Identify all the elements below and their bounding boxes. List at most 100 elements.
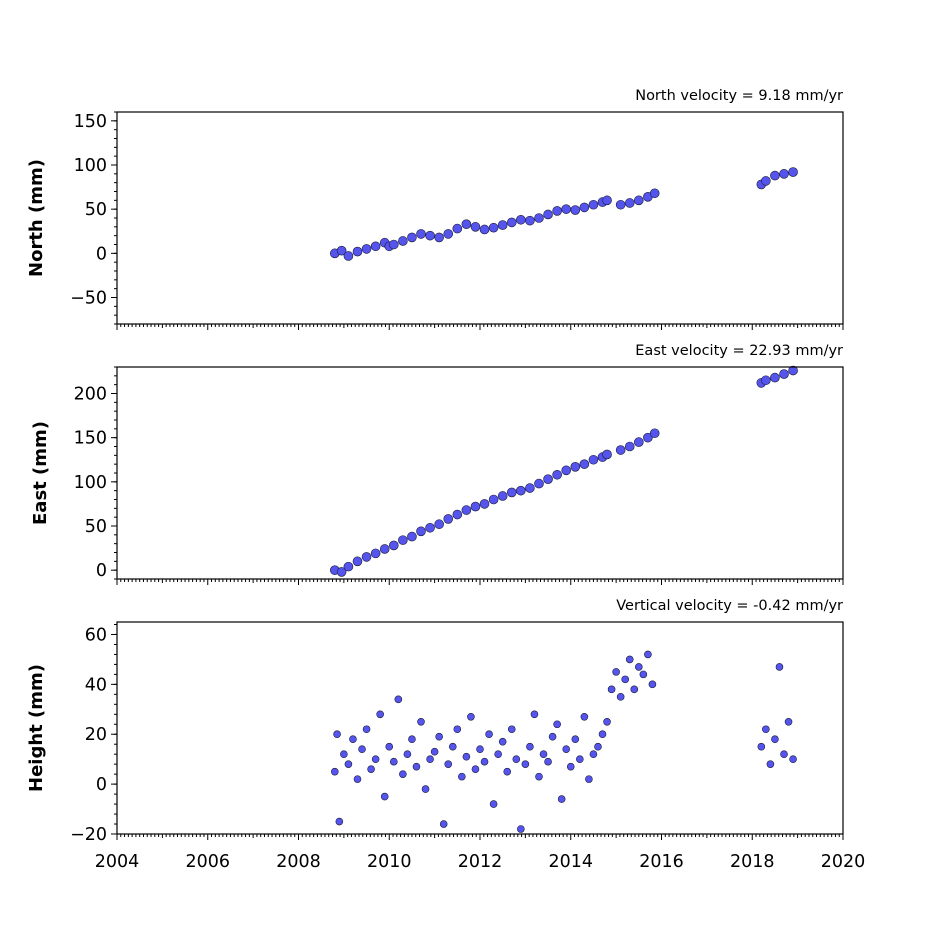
height-data-point bbox=[412, 762, 421, 771]
east-plot-frame bbox=[116, 366, 844, 580]
height-data-point bbox=[385, 742, 394, 751]
east-data-point bbox=[370, 548, 381, 559]
east-y-tick-label: 0 bbox=[96, 561, 107, 581]
north-data-point bbox=[361, 244, 372, 254]
height-data-point bbox=[566, 762, 575, 771]
height-data-point bbox=[335, 817, 344, 826]
north-data-points bbox=[329, 167, 798, 261]
north-data-point bbox=[579, 202, 590, 213]
height-data-point bbox=[485, 730, 493, 739]
height-x-tick-label: 2012 bbox=[458, 852, 503, 872]
height-y-tick-label: −20 bbox=[70, 825, 107, 845]
north-data-point bbox=[634, 195, 644, 206]
height-data-point bbox=[630, 685, 639, 694]
east-y-axis-label: East (mm) bbox=[30, 421, 51, 525]
height-data-point bbox=[408, 735, 416, 744]
height-data-point bbox=[589, 750, 598, 758]
east-panel: East velocity = 22.93 mm/yr East (mm) 0 5… bbox=[30, 343, 844, 585]
height-data-point bbox=[603, 717, 611, 726]
height-data-point bbox=[435, 732, 443, 741]
east-y-tick-label: 200 bbox=[74, 385, 107, 405]
east-data-point bbox=[434, 519, 444, 530]
north-data-point bbox=[352, 246, 363, 257]
north-data-point bbox=[570, 205, 581, 215]
height-x-tick-label: 2020 bbox=[821, 852, 866, 872]
east-data-point bbox=[634, 437, 644, 447]
north-data-point bbox=[470, 222, 481, 232]
height-x-tick-label: 2004 bbox=[95, 852, 140, 872]
east-data-points bbox=[329, 365, 798, 577]
east-data-point bbox=[425, 522, 435, 533]
height-y-tick-label: 20 bbox=[85, 725, 107, 745]
height-data-point bbox=[580, 712, 589, 721]
height-data-point bbox=[371, 755, 380, 763]
height-data-point bbox=[757, 742, 766, 751]
north-y-tick-label: −50 bbox=[70, 289, 107, 309]
east-panel-title: East velocity = 22.93 mm/yr bbox=[635, 343, 843, 359]
north-y-axis-label: North (mm) bbox=[26, 159, 47, 277]
north-data-point bbox=[461, 219, 472, 229]
north-data-point bbox=[416, 229, 426, 239]
height-data-point bbox=[780, 750, 788, 758]
height-data-point bbox=[367, 765, 375, 773]
north-data-point bbox=[370, 241, 381, 252]
north-y-tick-label: 150 bbox=[74, 112, 107, 132]
east-data-point bbox=[561, 465, 572, 476]
height-data-point bbox=[426, 755, 434, 763]
height-data-point bbox=[340, 750, 348, 758]
height-data-point bbox=[784, 717, 793, 726]
height-data-point bbox=[458, 772, 466, 781]
north-data-point bbox=[534, 213, 544, 223]
height-data-point bbox=[330, 767, 339, 776]
height-data-point bbox=[462, 752, 471, 761]
north-data-point bbox=[561, 204, 572, 214]
height-data-point bbox=[489, 800, 498, 808]
height-data-point bbox=[639, 670, 648, 679]
height-panel-title: Vertical velocity = -0.42 mm/yr bbox=[616, 598, 843, 614]
east-data-point bbox=[388, 540, 399, 551]
east-data-point bbox=[336, 567, 347, 577]
east-data-point bbox=[379, 544, 390, 554]
height-x-tick-label: 2014 bbox=[548, 852, 593, 872]
height-data-point bbox=[526, 742, 534, 751]
height-y-tick-label: 60 bbox=[85, 625, 107, 645]
height-data-point bbox=[625, 655, 634, 664]
north-data-point bbox=[588, 199, 599, 210]
north-data-point bbox=[388, 239, 399, 250]
east-data-point bbox=[643, 432, 653, 443]
north-y-tick-label: 50 bbox=[85, 200, 107, 220]
height-y-ticks: −20 0 20 40 60 bbox=[70, 623, 117, 845]
east-data-point bbox=[416, 526, 426, 537]
east-data-point bbox=[761, 375, 771, 386]
height-data-point bbox=[380, 792, 389, 801]
north-data-point bbox=[336, 245, 347, 256]
height-data-point bbox=[594, 742, 602, 751]
east-data-point bbox=[343, 561, 354, 572]
height-data-point bbox=[607, 685, 616, 694]
height-x-tick-label: 2008 bbox=[276, 852, 321, 872]
height-data-point bbox=[467, 712, 475, 721]
east-y-tick-label: 100 bbox=[74, 473, 107, 493]
east-data-point bbox=[470, 501, 481, 512]
east-data-point bbox=[615, 445, 626, 455]
height-data-point bbox=[512, 755, 521, 763]
height-data-point bbox=[521, 760, 530, 768]
north-data-point bbox=[602, 195, 612, 206]
east-data-point bbox=[516, 485, 526, 496]
north-data-point bbox=[488, 222, 499, 233]
north-data-point bbox=[552, 206, 562, 216]
height-data-point bbox=[403, 750, 412, 758]
height-data-point bbox=[421, 785, 430, 793]
height-data-point bbox=[553, 720, 561, 729]
height-data-point bbox=[507, 725, 516, 734]
height-data-point bbox=[517, 825, 525, 833]
height-data-point bbox=[362, 725, 371, 734]
height-data-point bbox=[530, 710, 539, 719]
north-data-point bbox=[497, 220, 508, 230]
height-y-tick-label: 0 bbox=[96, 775, 107, 795]
north-y-tick-label: 0 bbox=[96, 244, 107, 264]
north-data-point bbox=[779, 169, 789, 179]
height-data-point bbox=[535, 772, 543, 781]
north-data-point bbox=[506, 217, 517, 228]
